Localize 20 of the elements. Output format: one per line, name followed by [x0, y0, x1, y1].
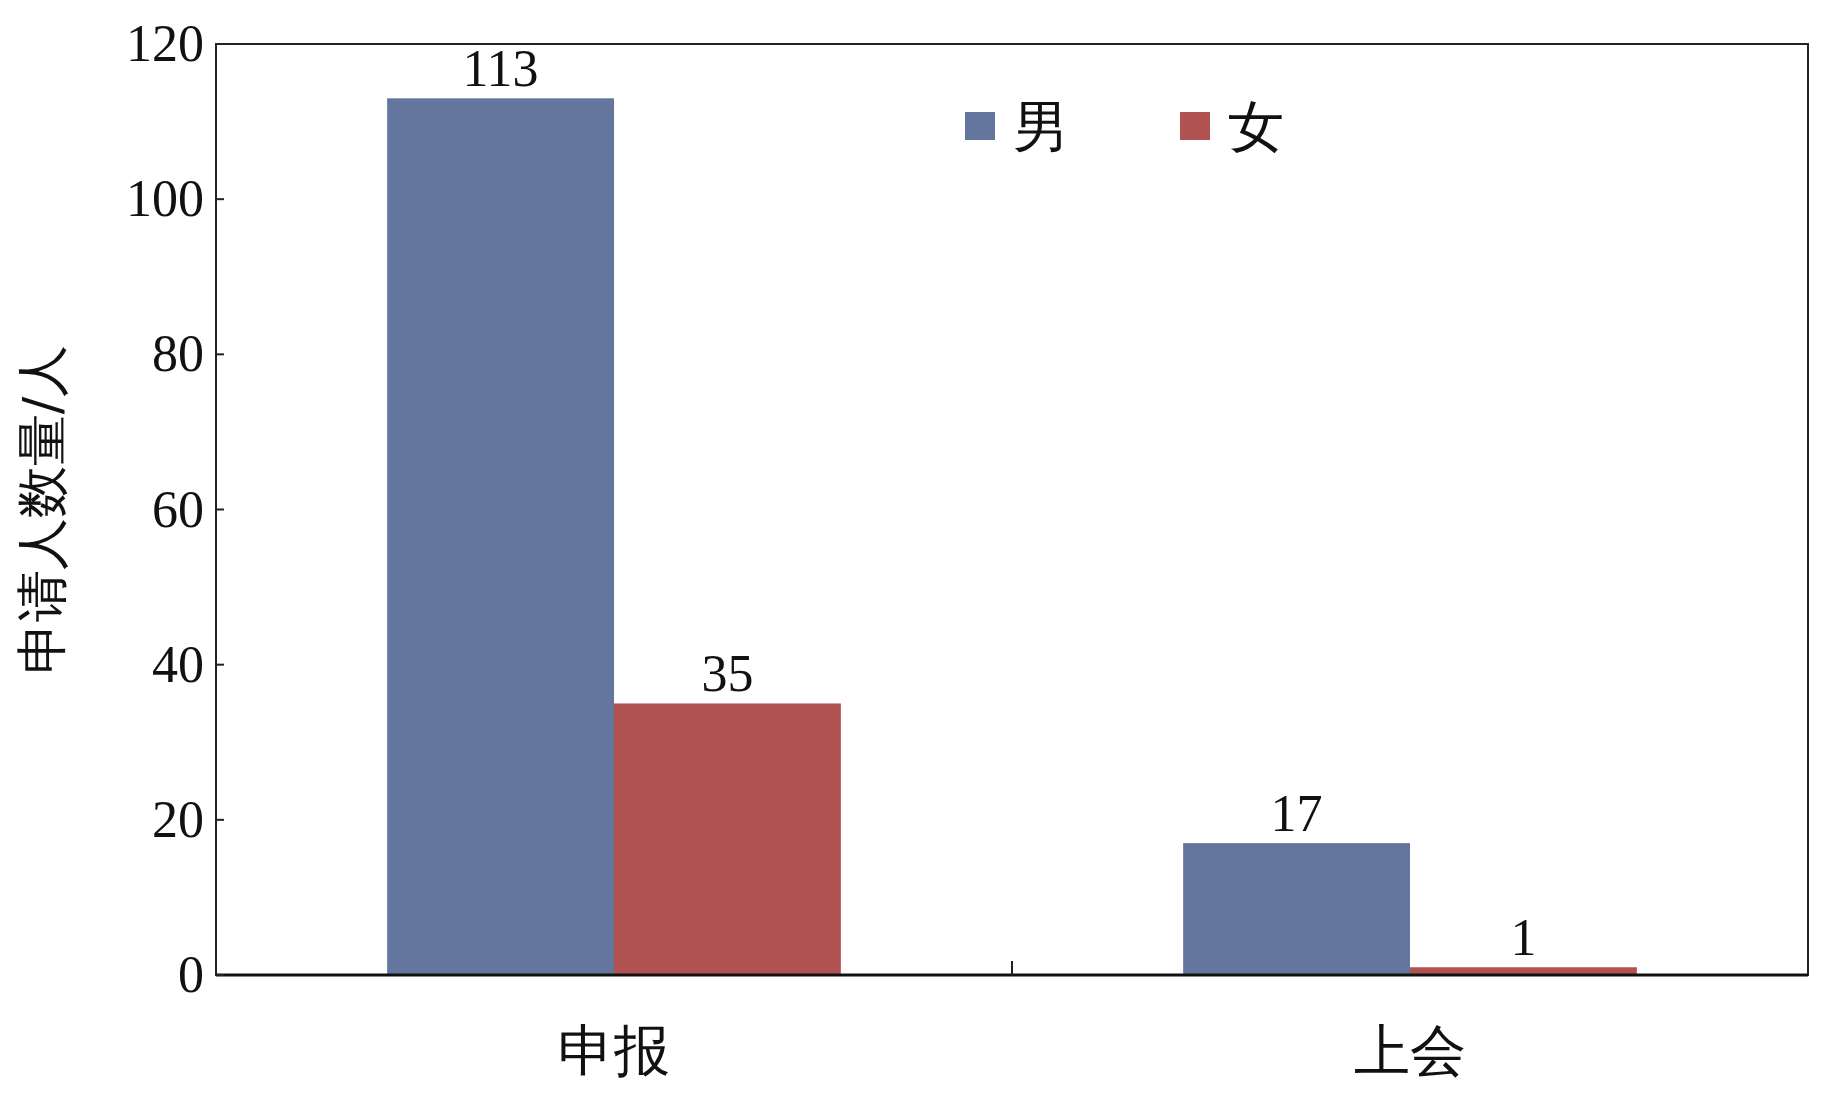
data-label: 17 — [1270, 785, 1323, 843]
bar — [387, 98, 614, 975]
y-tick-label: 40 — [152, 635, 204, 693]
bar — [1183, 843, 1410, 975]
y-tick-label: 120 — [126, 15, 204, 72]
y-tick-label: 0 — [178, 946, 204, 1003]
legend-label: 女 — [1228, 94, 1284, 159]
y-tick-label: 100 — [126, 170, 204, 228]
x-tick-label: 申报 — [558, 1018, 670, 1083]
y-tick-label: 80 — [152, 325, 204, 383]
y-axis-title: 申请人数量/人 — [12, 344, 72, 675]
y-tick-label: 60 — [152, 480, 204, 538]
data-label: 1 — [1510, 909, 1537, 967]
bar — [1410, 967, 1637, 975]
y-tick-label: 20 — [152, 790, 204, 848]
data-label: 113 — [462, 40, 539, 98]
bar — [614, 703, 841, 975]
legend-label: 男 — [1013, 94, 1069, 159]
data-label: 35 — [701, 645, 754, 703]
x-tick-label: 上会 — [1354, 1018, 1466, 1083]
